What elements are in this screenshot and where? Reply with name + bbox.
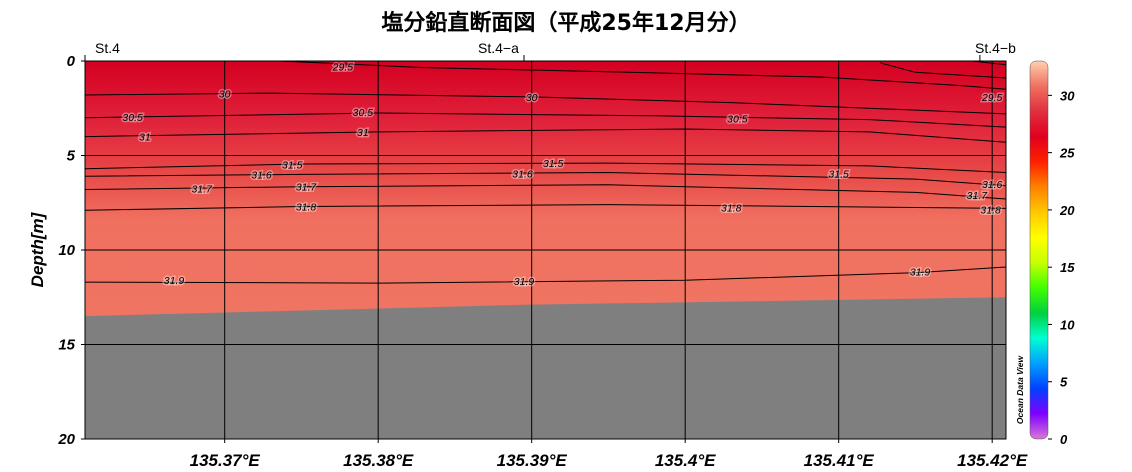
contour-29.5-0	[279, 61, 1006, 90]
contour-label-halo: 31.5	[543, 158, 564, 170]
contour-label: 31.5	[543, 158, 564, 170]
contour-label-halo: 31	[139, 132, 151, 144]
colorbar-tick-label: 5	[1060, 375, 1068, 390]
x-tick-label: 135.37°E	[190, 451, 261, 470]
colorbar-tick-label: 30	[1060, 88, 1075, 103]
contour-label-halo: 30	[526, 92, 538, 104]
contour-label: 31.8	[721, 202, 742, 214]
contour-label: 31.7	[296, 182, 318, 194]
contour-label: 30.5	[122, 112, 143, 124]
station-label-st4: St.4	[95, 40, 120, 56]
contour-label: 30	[526, 92, 538, 104]
contour-label-halo: 31.9	[164, 275, 185, 287]
contour-label: 31.6	[251, 169, 272, 181]
contour-label-halo: 30.5	[122, 112, 143, 124]
colorbar-bar	[1029, 60, 1049, 440]
seafloor	[85, 297, 1006, 439]
contour-label: 30.5	[727, 114, 748, 126]
contour-label: 29.5	[981, 92, 1003, 104]
contour-label-halo: 31.6	[251, 169, 272, 181]
contour-label-halo: 31.9	[514, 276, 535, 288]
contour-label: 29.5	[332, 61, 354, 73]
x-tick-label: 135.42°E	[957, 451, 1028, 470]
y-tick-label: 5	[67, 148, 76, 165]
station-label-st4a: St.4−a	[478, 40, 519, 56]
contour-label-halo: 31.7	[191, 184, 213, 196]
title-background	[425, 7, 827, 40]
contour-label: 30.5	[353, 107, 374, 119]
contour-label: 31.6	[512, 168, 533, 180]
contour-label-halo: 31.7	[967, 190, 989, 202]
colorbar-tick-label: 10	[1060, 317, 1075, 332]
contour-label: 31.9	[164, 275, 185, 287]
contour-label-halo: 31.6	[982, 179, 1003, 191]
contour-label-halo: 31.8	[721, 202, 742, 214]
contour-31.7-8	[85, 184, 1006, 200]
ocean-data-view-watermark: Ocean Data View	[1015, 355, 1025, 425]
contour-label-halo: 29.5	[981, 92, 1003, 104]
colorbar-tick-label: 25	[1059, 146, 1075, 161]
contour-label: 31	[139, 132, 151, 144]
x-tick-label: 135.41°E	[804, 451, 875, 470]
contour-label-halo: 31.7	[296, 182, 318, 194]
contour-label: 31.5	[828, 168, 849, 180]
contour-label-halo: 30.5	[727, 114, 748, 126]
y-axis-label: Depth[m]	[28, 212, 47, 288]
colorbar: 0 5 10 15 20 25 30	[1029, 60, 1075, 447]
seafloor-area	[85, 297, 1006, 439]
y-tick-label: 0	[67, 53, 76, 70]
colorbar-tick-label: 15	[1060, 260, 1075, 275]
x-tick-label: 135.4°E	[655, 451, 716, 470]
contour-label: 31.6	[982, 179, 1003, 191]
contour-label-halo: 30	[219, 89, 231, 101]
contour-31.8-9	[85, 204, 1006, 211]
contour-label-halo: 31.5	[282, 159, 303, 171]
contour-label: 31.9	[514, 276, 535, 288]
contour-label: 30	[219, 89, 231, 101]
contour-31.6-7	[85, 171, 1006, 187]
y-tick-label: 20	[57, 431, 75, 448]
contour-29.5-1	[879, 62, 1006, 79]
contour-label-halo: 31.6	[512, 168, 533, 180]
contour-label: 31.5	[282, 159, 303, 171]
contour-30-3	[85, 92, 1006, 115]
x-tick-label: 135.39°E	[497, 451, 568, 470]
contour-label: 31	[357, 127, 369, 139]
contour-label-halo: 31.8	[980, 204, 1001, 216]
contour-label-halo: 31.9	[910, 267, 931, 279]
colorbar-tick-label: 20	[1059, 203, 1075, 218]
axes: 135.37°E 135.38°E 135.39°E 135.4°E 135.41°E 1…	[57, 53, 1028, 470]
contour-label-halo: 30.5	[353, 107, 374, 119]
contour-31.5-6	[85, 162, 1006, 173]
contour-label-halo: 31.8	[296, 202, 317, 214]
contour-label-halo: 31.5	[828, 168, 849, 180]
contour-label: 31.7	[191, 184, 213, 196]
y-tick-label: 15	[58, 337, 75, 354]
contour-label: 31.7	[967, 190, 989, 202]
contour-label-halo: 31	[357, 127, 369, 139]
colorbar-tick-label: 0	[1060, 432, 1068, 447]
chart-title: 塩分鉛直断面図（平成25年12月分）	[381, 11, 751, 36]
station-label-st4b: St.4−b	[975, 40, 1016, 56]
grid	[84, 55, 1006, 439]
y-tick-label: 10	[58, 242, 75, 259]
contour-label: 31.9	[910, 267, 931, 279]
contour-label: 31.8	[296, 202, 317, 214]
contour-30.5-4	[85, 112, 1006, 128]
contour-label: 31.8	[980, 204, 1001, 216]
contour-label-halo: 29.5	[332, 61, 354, 73]
x-tick-label: 135.38°E	[343, 451, 414, 470]
contour-29.5-2	[972, 61, 1006, 66]
